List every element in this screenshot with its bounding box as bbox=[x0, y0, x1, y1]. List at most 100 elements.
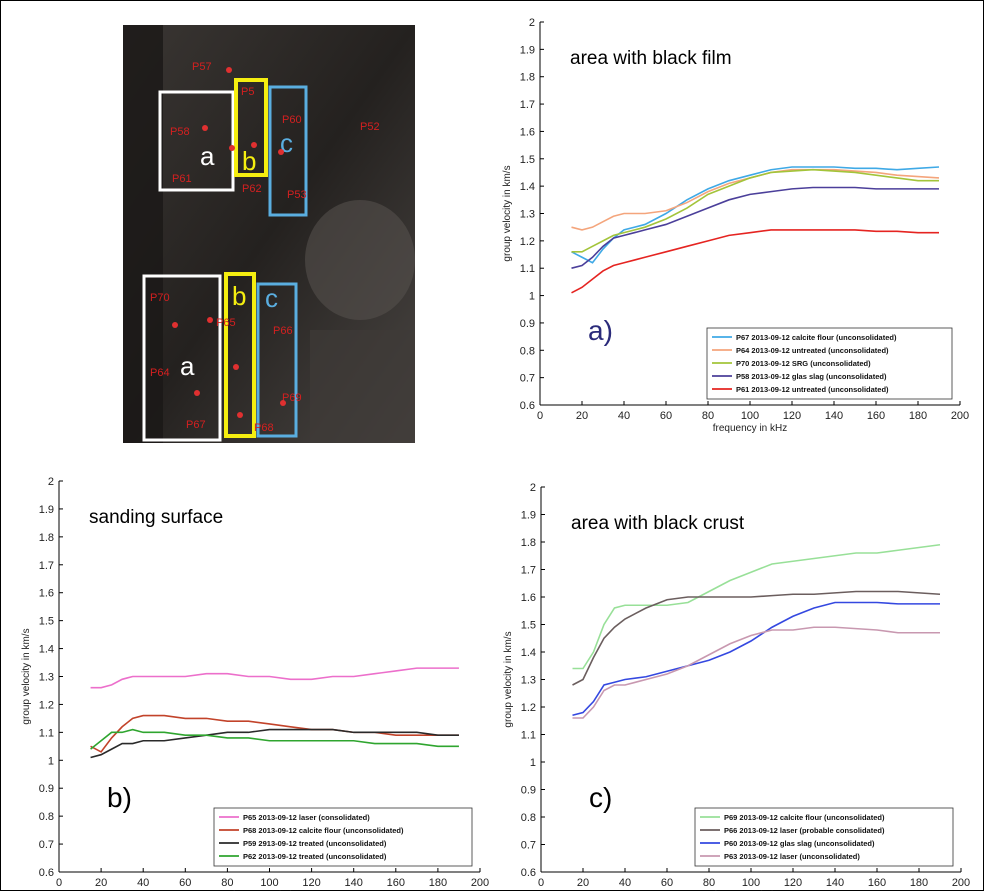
y-tick-label: 1.5 bbox=[520, 154, 535, 166]
photo: a b c a b c P57 P58 P5 P61 P62 P60 P53 P… bbox=[123, 25, 415, 443]
photo-point-label: P57 bbox=[192, 61, 212, 73]
box-b bbox=[234, 78, 268, 177]
legend-label: P63 2013-09-12 laser (unconsolidated) bbox=[724, 852, 860, 861]
y-tick-label: 1.3 bbox=[521, 675, 536, 687]
box-a bbox=[142, 274, 222, 442]
y-tick-label: 1.4 bbox=[39, 644, 54, 656]
photo-stone bbox=[310, 330, 415, 443]
x-tick-label: 0 bbox=[537, 410, 543, 422]
y-tick-label: 1.5 bbox=[39, 616, 54, 628]
legend-box bbox=[694, 807, 954, 867]
data-line bbox=[571, 166, 940, 264]
legend-label: P65 2013-09-12 laser (consolidated) bbox=[243, 813, 370, 822]
photo-point-label: P60 bbox=[282, 114, 302, 126]
legend-label: P60 2013-09-12 glas slag (unconsolidated… bbox=[724, 839, 875, 848]
legend-label: P68 2013-09-12 calcite flour (unconsolid… bbox=[243, 826, 404, 835]
legend-label: P64 2013-09-12 untreated (unconsolidated… bbox=[736, 346, 889, 355]
x-tick-label: 20 bbox=[577, 877, 589, 889]
legend-label: P59 2913-09-12 treated (unconsolidated) bbox=[243, 839, 387, 848]
photo-letter: b bbox=[242, 146, 256, 176]
y-tick-label: 1.2 bbox=[520, 236, 535, 248]
y-tick-label: 1.6 bbox=[521, 592, 536, 604]
x-tick-label: 180 bbox=[910, 877, 928, 889]
chart: 0.6 0.7 0.8 0.9 1 1.1 1.2 1.3 1.4 1.5 1.6 1.7 1.8 1.9… bbox=[502, 17, 969, 434]
x-tick-label: 80 bbox=[702, 410, 714, 422]
x-tick-label: 100 bbox=[742, 877, 760, 889]
y-tick-label: 1.1 bbox=[521, 730, 536, 742]
x-tick-label: 160 bbox=[868, 877, 886, 889]
y-tick-label: 0.8 bbox=[39, 811, 54, 823]
x-tick-label: 40 bbox=[619, 877, 631, 889]
legend-label: P61 2013-09-12 untreated (unconsolidated… bbox=[736, 385, 889, 394]
box-b bbox=[224, 272, 256, 438]
data-line bbox=[571, 186, 939, 269]
chart-title: sanding surface bbox=[89, 507, 223, 528]
x-tick-label: 120 bbox=[783, 410, 801, 422]
x-tick-label: 180 bbox=[909, 410, 927, 422]
y-tick-label: 1.7 bbox=[39, 560, 54, 572]
y-tick-label: 0.9 bbox=[39, 783, 54, 795]
y-tick-label: 1.7 bbox=[520, 99, 535, 111]
x-tick-label: 80 bbox=[703, 877, 715, 889]
x-tick-label: 120 bbox=[302, 877, 320, 889]
y-tick-label: 2 bbox=[48, 476, 54, 488]
photo-point-label: P65 bbox=[216, 317, 236, 329]
y-tick-label: 1 bbox=[529, 291, 535, 303]
panel-label: c) bbox=[589, 782, 612, 813]
y-tick-label: 0.9 bbox=[521, 785, 536, 797]
photo-point-label: P69 bbox=[282, 392, 302, 404]
y-tick-label: 1.3 bbox=[39, 672, 54, 684]
y-tick-label: 1.1 bbox=[520, 263, 535, 275]
photo-point-label: P58 bbox=[170, 126, 190, 138]
x-tick-label: 20 bbox=[576, 410, 588, 422]
photo-point-label: P5 bbox=[241, 86, 254, 98]
y-tick-label: 2 bbox=[529, 17, 535, 29]
chart-title: area with black film bbox=[570, 48, 732, 69]
x-tick-label: 60 bbox=[661, 877, 673, 889]
y-tick-label: 1.3 bbox=[520, 209, 535, 221]
y-axis-label: group velocity in km/s bbox=[21, 628, 32, 724]
photo-letter: b bbox=[232, 281, 246, 311]
x-tick-label: 100 bbox=[741, 410, 759, 422]
x-tick-label: 140 bbox=[825, 410, 843, 422]
panel-label: a) bbox=[588, 315, 613, 346]
data-line bbox=[571, 229, 939, 294]
x-tick-label: 180 bbox=[429, 877, 447, 889]
legend-box bbox=[213, 807, 473, 867]
data-line bbox=[571, 168, 940, 231]
y-tick-label: 1.9 bbox=[39, 504, 54, 516]
y-tick-label: 1.1 bbox=[39, 727, 54, 739]
y-tick-label: 0.6 bbox=[521, 867, 536, 879]
x-tick-label: 200 bbox=[471, 877, 489, 889]
panel-label: b) bbox=[107, 782, 132, 813]
chart-title: area with black crust bbox=[571, 513, 745, 534]
y-tick-label: 0.7 bbox=[521, 840, 536, 852]
y-tick-label: 1 bbox=[530, 757, 536, 769]
y-tick-label: 1.2 bbox=[521, 702, 536, 714]
y-tick-label: 1.7 bbox=[521, 565, 536, 577]
chart: 0.6 0.7 0.8 0.9 1 1.1 1.2 1.3 1.4 1.5 1.6 1.7 1.8 1.9… bbox=[21, 476, 489, 896]
data-line bbox=[90, 714, 459, 753]
x-tick-label: 0 bbox=[538, 877, 544, 889]
y-tick-label: 0.7 bbox=[520, 373, 535, 385]
legend-label: P69 2013-09-12 calcite flour (unconsolid… bbox=[724, 813, 885, 822]
y-tick-label: 1.2 bbox=[39, 699, 54, 711]
y-tick-label: 0.9 bbox=[520, 318, 535, 330]
y-tick-label: 1 bbox=[48, 755, 54, 767]
y-axis-label: group velocity in km/s bbox=[503, 631, 514, 727]
y-tick-label: 1.5 bbox=[521, 620, 536, 632]
y-tick-label: 1.8 bbox=[521, 537, 536, 549]
y-tick-label: 0.6 bbox=[520, 400, 535, 412]
photo-point-label: P62 bbox=[242, 183, 262, 195]
y-tick-label: 0.8 bbox=[520, 345, 535, 357]
photo-point-label: P61 bbox=[172, 173, 192, 185]
x-tick-label: 200 bbox=[951, 410, 969, 422]
x-tick-label: 160 bbox=[867, 410, 885, 422]
y-tick-label: 1.8 bbox=[39, 532, 54, 544]
y-tick-label: 1.4 bbox=[520, 181, 535, 193]
photo-point-label: P68 bbox=[254, 422, 274, 434]
photo-letter: a bbox=[180, 351, 195, 381]
data-line bbox=[90, 728, 459, 750]
y-tick-label: 1.6 bbox=[39, 588, 54, 600]
